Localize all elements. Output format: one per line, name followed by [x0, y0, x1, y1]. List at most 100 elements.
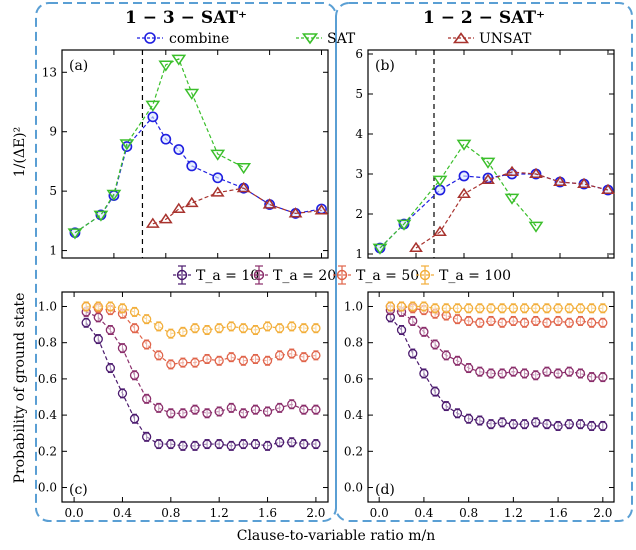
data-point-t-a-50 — [141, 339, 152, 350]
data-point-t-a-50 — [463, 315, 474, 326]
legend-item-ta10: T_a = 10 — [173, 265, 259, 285]
data-point-combine — [147, 111, 159, 123]
data-point-unsat — [553, 175, 567, 187]
legend-label-sat: SAT — [327, 31, 356, 47]
x-tick-label: 0.4 — [113, 506, 132, 520]
data-point-t-a-100 — [463, 303, 474, 314]
x-tick-label: 0.0 — [65, 506, 84, 520]
data-point-t-a-50 — [274, 350, 285, 361]
data-point-t-a-20 — [141, 393, 152, 404]
y-tick-label: 1 — [355, 247, 363, 261]
y-tick-label: 0.4 — [344, 408, 363, 422]
data-point-t-a-10 — [441, 401, 451, 412]
bottom-legend: T_a = 10 T_a = 20 T_a = 50 T_a = 100 — [173, 265, 511, 285]
legend-item-ta50: T_a = 50 — [333, 265, 419, 285]
data-point-sat — [119, 139, 135, 151]
data-point-t-a-100 — [598, 303, 608, 314]
data-point-t-a-50 — [129, 323, 140, 334]
data-point-t-a-50 — [452, 314, 463, 325]
plot-frame — [367, 291, 615, 503]
data-point-t-a-20 — [262, 406, 273, 417]
data-point-t-a-10 — [519, 419, 530, 430]
data-point-t-a-20 — [586, 372, 597, 383]
data-point-t-a-100 — [81, 301, 91, 312]
data-point-t-a-20 — [166, 408, 176, 419]
data-point-t-a-50 — [154, 350, 164, 361]
data-point-t-a-10 — [452, 408, 463, 419]
panel-a: 1 5 9 13 (a) — [42, 49, 329, 259]
y-tick-label: 0.0 — [38, 481, 57, 495]
data-point-t-a-100 — [274, 323, 285, 334]
data-point-t-a-100 — [564, 303, 574, 314]
data-point-t-a-50 — [202, 353, 212, 364]
data-point-t-a-20 — [430, 339, 440, 350]
panel-label: (b) — [375, 58, 395, 74]
data-point-unsat — [577, 177, 591, 189]
data-point-t-a-20 — [154, 402, 164, 413]
data-point-unsat — [409, 241, 423, 253]
data-point-sat — [93, 210, 109, 222]
data-point-t-a-100 — [531, 303, 541, 314]
data-point-t-a-10 — [141, 431, 152, 442]
legend-marker-unsat — [452, 32, 470, 44]
legend-item-ta100: T_a = 100 — [416, 265, 511, 285]
y-tick-label: 3 — [355, 167, 363, 181]
y-axis-label-top: 1/(ΔE)² — [12, 127, 28, 178]
data-point-t-a-10 — [598, 420, 608, 431]
data-point-unsat — [505, 165, 519, 177]
data-point-t-a-100 — [105, 301, 116, 312]
data-point-t-a-20 — [497, 368, 507, 379]
data-point-t-a-20 — [93, 312, 103, 323]
y-tick-label: 0.2 — [38, 444, 57, 458]
y-tick-label: 6 — [355, 47, 363, 61]
data-point-t-a-10 — [396, 325, 407, 336]
data-point-t-a-100 — [190, 323, 200, 334]
data-point-t-a-50 — [508, 315, 519, 326]
data-point-t-a-100 — [497, 303, 507, 314]
data-point-t-a-20 — [564, 366, 574, 377]
data-point-t-a-50 — [486, 315, 496, 326]
data-point-t-a-20 — [287, 399, 297, 410]
data-point-t-a-10 — [299, 439, 309, 450]
data-point-t-a-50 — [553, 315, 563, 326]
data-point-t-a-100 — [93, 301, 103, 312]
data-point-t-a-10 — [154, 439, 164, 450]
series-line-sat — [379, 143, 537, 249]
data-point-t-a-100 — [452, 303, 463, 314]
data-point-sat — [236, 163, 252, 175]
data-point-unsat — [433, 225, 447, 237]
data-point-t-a-10 — [117, 388, 128, 399]
data-point-unsat — [481, 173, 495, 185]
data-point-t-a-50 — [475, 317, 485, 328]
data-point-combine — [458, 170, 470, 182]
data-point-t-a-100 — [238, 323, 249, 334]
data-point-t-a-20 — [575, 368, 586, 379]
data-point-t-a-100 — [311, 323, 321, 334]
data-point-t-a-10 — [250, 439, 261, 450]
data-point-t-a-100 — [287, 321, 297, 332]
data-point-combine — [173, 144, 185, 155]
data-point-t-a-20 — [117, 343, 128, 354]
data-point-t-a-50 — [250, 353, 261, 364]
data-point-t-a-10 — [586, 420, 597, 431]
data-point-t-a-10 — [497, 417, 507, 428]
data-point-t-a-10 — [202, 439, 212, 450]
data-point-t-a-50 — [542, 317, 552, 328]
data-point-t-a-100 — [408, 301, 418, 312]
data-point-t-a-100 — [154, 321, 164, 332]
data-point-t-a-100 — [202, 325, 212, 336]
data-point-t-a-100 — [430, 303, 440, 314]
data-point-t-a-100 — [166, 328, 176, 339]
series-line-combine — [74, 115, 322, 234]
data-point-t-a-50 — [238, 355, 249, 366]
series-line-combine — [379, 173, 609, 249]
data-point-t-a-100 — [396, 301, 407, 312]
y-tick-label: 1.0 — [38, 299, 57, 313]
data-point-sat — [106, 189, 122, 201]
y-tick-label: 0.2 — [344, 444, 363, 458]
x-tick-label: 0.4 — [414, 506, 433, 520]
data-point-t-a-100 — [419, 301, 429, 312]
data-point-t-a-20 — [408, 315, 418, 326]
panel-label: (d) — [375, 482, 395, 498]
